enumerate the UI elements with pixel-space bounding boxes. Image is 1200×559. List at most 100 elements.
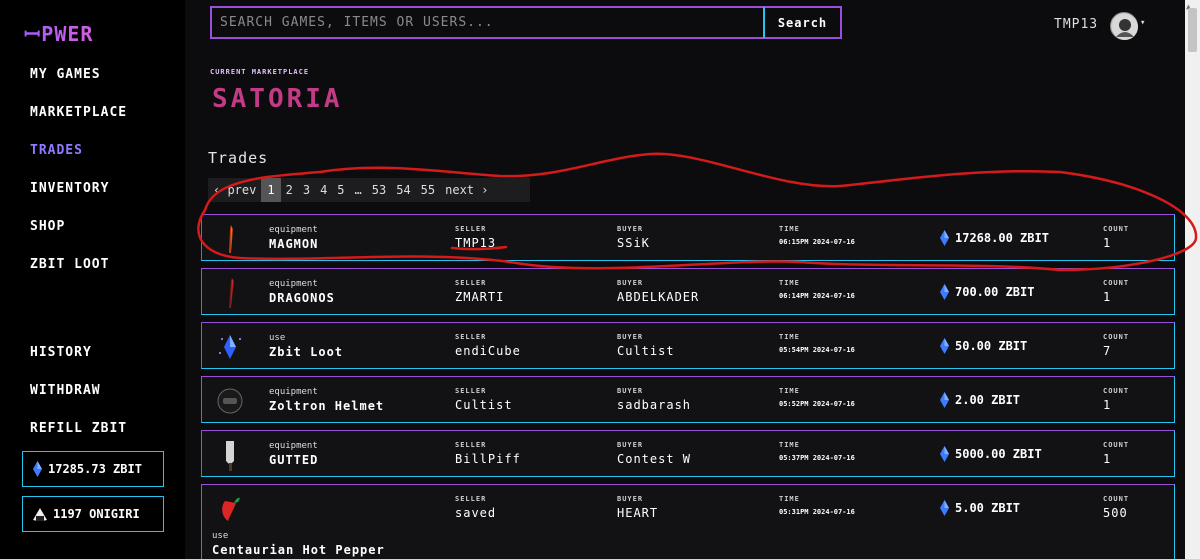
seller-name[interactable]: saved bbox=[455, 506, 497, 520]
trade-row-6[interactable]: use Centaurian Hot Pepper SELLER saved B… bbox=[201, 484, 1175, 559]
trade-price: 17268.00 ZBIT bbox=[955, 231, 1049, 245]
count-label: COUNT bbox=[1103, 441, 1130, 449]
item-info: equipment DRAGONOS bbox=[269, 279, 335, 305]
pager-page-2[interactable]: 2 bbox=[285, 183, 293, 197]
scroll-up-icon[interactable]: ▲ bbox=[1186, 2, 1191, 11]
seller-cell: SELLER BillPiff bbox=[455, 441, 521, 466]
nav-withdraw[interactable]: WITHDRAW bbox=[30, 383, 101, 398]
hot-pepper-icon bbox=[216, 493, 244, 525]
trade-time: 05:52PM 2024-07-16 bbox=[779, 400, 855, 408]
zbit-balance[interactable]: 17285.73 ZBIT bbox=[22, 451, 164, 487]
avatar-icon bbox=[1112, 14, 1138, 40]
trade-row-4[interactable]: equipment Zoltron Helmet SELLER Cultist … bbox=[201, 376, 1175, 423]
chevron-down-icon[interactable]: ▾ bbox=[1140, 18, 1146, 28]
item-kind: equipment bbox=[269, 225, 318, 235]
item-kind: use bbox=[212, 531, 229, 541]
item-info: equipment Zoltron Helmet bbox=[269, 387, 384, 413]
count-cell: COUNT 1 bbox=[1103, 387, 1129, 412]
count-label: COUNT bbox=[1103, 279, 1130, 287]
item-info: use Zbit Loot bbox=[269, 333, 343, 359]
nav-inventory[interactable]: INVENTORY bbox=[30, 181, 110, 196]
scrollbar[interactable] bbox=[1185, 0, 1200, 559]
count-label: COUNT bbox=[1103, 387, 1130, 395]
time-label: TIME bbox=[779, 333, 800, 341]
search-input[interactable] bbox=[210, 6, 763, 39]
nav-shop[interactable]: SHOP bbox=[30, 219, 66, 234]
app-logo[interactable]: ꟷPWER bbox=[24, 22, 94, 46]
crimson-sword-icon bbox=[216, 277, 244, 309]
pager-page-55[interactable]: 55 bbox=[420, 183, 436, 197]
nav-marketplace[interactable]: MARKETPLACE bbox=[30, 105, 128, 120]
buyer-cell: BUYER Cultist bbox=[617, 333, 675, 358]
seller-label: SELLER bbox=[455, 333, 487, 341]
price-cell: 700.00 ZBIT bbox=[940, 284, 1034, 300]
seller-label: SELLER bbox=[455, 387, 487, 395]
pager-prev[interactable]: ‹ prev bbox=[213, 183, 257, 197]
item-info: equipment GUTTED bbox=[269, 441, 318, 467]
onigiri-balance[interactable]: 1197 ONIGIRI bbox=[22, 496, 164, 532]
seller-cell: SELLER endiCube bbox=[455, 333, 521, 358]
seller-name[interactable]: BillPiff bbox=[455, 452, 521, 466]
trade-price: 2.00 ZBIT bbox=[955, 393, 1021, 407]
avatar[interactable] bbox=[1110, 12, 1138, 40]
pager-page-5[interactable]: 5 bbox=[337, 183, 345, 197]
trade-row-5[interactable]: equipment GUTTED SELLER BillPiff BUYER C… bbox=[201, 430, 1175, 477]
item-kind: equipment bbox=[269, 441, 318, 451]
seller-cell: SELLER Cultist bbox=[455, 387, 513, 412]
item-kind: equipment bbox=[269, 279, 318, 289]
username[interactable]: TMP13 bbox=[1054, 17, 1099, 32]
count-label: COUNT bbox=[1103, 225, 1130, 233]
red-blade-icon bbox=[216, 223, 244, 255]
buyer-name[interactable]: ABDELKADER bbox=[617, 290, 700, 304]
time-cell: TIME 05:52PM 2024-07-16 bbox=[779, 387, 855, 408]
item-kind: use bbox=[269, 333, 286, 343]
onigiri-icon bbox=[33, 507, 47, 521]
trades-title: Trades bbox=[208, 149, 269, 167]
nav-refill-zbit[interactable]: REFILL ZBIT bbox=[30, 421, 128, 436]
trade-row-2[interactable]: equipment DRAGONOS SELLER ZMARTI BUYER A… bbox=[201, 268, 1175, 315]
price-cell: 5.00 ZBIT bbox=[940, 500, 1020, 516]
pager-ellipsis: … bbox=[354, 183, 362, 197]
seller-name[interactable]: ZMARTI bbox=[455, 290, 505, 304]
pagination: ‹ prev 1 2 3 4 5 … 53 54 55 next › bbox=[208, 178, 530, 202]
item-count: 1 bbox=[1103, 398, 1112, 412]
seller-name[interactable]: TMP13 bbox=[455, 236, 497, 250]
nav-zbit-loot[interactable]: ZBIT LOOT bbox=[30, 257, 110, 272]
scrollbar-thumb[interactable] bbox=[1188, 8, 1197, 52]
pager-page-53[interactable]: 53 bbox=[371, 183, 387, 197]
buyer-name[interactable]: HEART bbox=[617, 506, 659, 520]
trade-time: 06:15PM 2024-07-16 bbox=[779, 238, 855, 246]
pager-next[interactable]: next › bbox=[445, 183, 489, 197]
nav-my-games[interactable]: MY GAMES bbox=[30, 67, 101, 82]
buyer-name[interactable]: sadbarash bbox=[617, 398, 692, 412]
pager-page-1[interactable]: 1 bbox=[261, 178, 281, 202]
item-name: Zbit Loot bbox=[269, 345, 344, 359]
buyer-label: BUYER bbox=[617, 495, 644, 503]
sidebar: ꟷPWER MY GAMES MARKETPLACE TRADES INVENT… bbox=[0, 0, 185, 559]
seller-name[interactable]: endiCube bbox=[455, 344, 521, 358]
trade-row-1[interactable]: equipment MAGMON SELLER TMP13 BUYER SSiK… bbox=[201, 214, 1175, 261]
buyer-name[interactable]: Contest W bbox=[617, 452, 692, 466]
marketplace-title: SATORIA bbox=[212, 84, 343, 114]
time-cell: TIME 06:14PM 2024-07-16 bbox=[779, 279, 855, 300]
nav-trades[interactable]: TRADES bbox=[30, 143, 83, 158]
trade-price: 50.00 ZBIT bbox=[955, 339, 1028, 353]
search-button[interactable]: Search bbox=[763, 6, 842, 39]
time-cell: TIME 05:31PM 2024-07-16 bbox=[779, 495, 855, 516]
zbit-gem-icon bbox=[940, 446, 949, 462]
trade-time: 05:37PM 2024-07-16 bbox=[779, 454, 855, 462]
nav-history[interactable]: HISTORY bbox=[30, 345, 92, 360]
trade-price: 700.00 ZBIT bbox=[955, 285, 1035, 299]
buyer-name[interactable]: SSiK bbox=[617, 236, 650, 250]
item-name: MAGMON bbox=[269, 237, 319, 251]
item-count: 7 bbox=[1103, 344, 1112, 358]
item-name: Zoltron Helmet bbox=[269, 399, 385, 413]
buyer-name[interactable]: Cultist bbox=[617, 344, 675, 358]
seller-name[interactable]: Cultist bbox=[455, 398, 513, 412]
onigiri-balance-value: 1197 ONIGIRI bbox=[53, 507, 140, 521]
trade-time: 06:14PM 2024-07-16 bbox=[779, 292, 855, 300]
pager-page-4[interactable]: 4 bbox=[320, 183, 328, 197]
pager-page-3[interactable]: 3 bbox=[302, 183, 311, 197]
pager-page-54[interactable]: 54 bbox=[396, 183, 411, 197]
trade-row-3[interactable]: use Zbit Loot SELLER endiCube BUYER Cult… bbox=[201, 322, 1175, 369]
